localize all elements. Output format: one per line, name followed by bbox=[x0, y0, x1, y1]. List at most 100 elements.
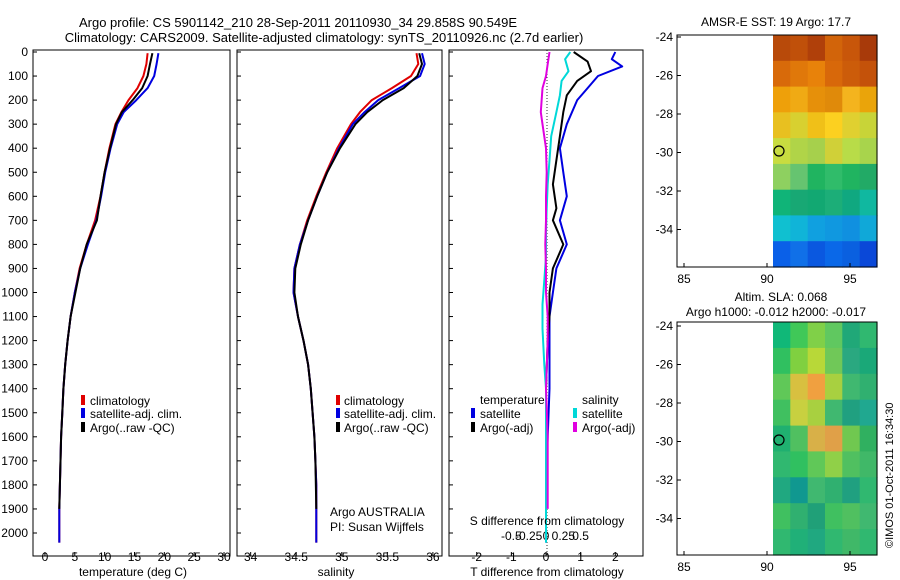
map-cell bbox=[773, 241, 791, 268]
map-cell bbox=[773, 373, 791, 401]
sla-map-title-line2: Argo h1000: -0.012 h2000: -0.017 bbox=[686, 305, 866, 319]
y-tick-label: 700 bbox=[8, 213, 28, 227]
y-tick-label: 1800 bbox=[1, 478, 28, 492]
map-cell bbox=[825, 241, 843, 268]
map-cell bbox=[842, 163, 861, 191]
top-x-tick-label: 0.25 bbox=[552, 529, 576, 543]
map-cell bbox=[859, 189, 878, 217]
argo-position-marker bbox=[773, 145, 785, 157]
map-cell bbox=[773, 477, 791, 504]
map-cell bbox=[773, 399, 791, 427]
map-cell bbox=[842, 373, 861, 401]
legend-t-satellite-swatch bbox=[471, 408, 475, 418]
map-cell bbox=[859, 138, 878, 165]
x-tick-label: -1 bbox=[506, 550, 517, 564]
x-tick-label: 34.5 bbox=[285, 550, 309, 564]
y-tick-label: 1700 bbox=[1, 454, 28, 468]
legend-argo-swatch bbox=[336, 422, 340, 432]
y-tick-label: 1300 bbox=[1, 358, 28, 372]
x-tick-label: 5 bbox=[71, 550, 78, 564]
map-cell bbox=[842, 529, 861, 556]
x-tick-label: 35.5 bbox=[376, 550, 400, 564]
x-tick-label: -2 bbox=[471, 550, 482, 564]
map-cell bbox=[790, 373, 809, 401]
map-cell bbox=[773, 215, 791, 242]
map-cell bbox=[790, 189, 809, 217]
sst-map-frame bbox=[676, 34, 878, 268]
map-cell bbox=[859, 163, 878, 191]
map-cell bbox=[825, 35, 843, 62]
map-cell bbox=[859, 322, 878, 349]
map-cell bbox=[807, 60, 826, 88]
top-x-tick-label: -0.25 bbox=[515, 529, 543, 543]
legend-argo-label: Argo(..raw -QC) bbox=[344, 421, 429, 435]
map-cell bbox=[859, 503, 878, 530]
lat-tick-label: -30 bbox=[656, 435, 674, 449]
y-tick-label: 1500 bbox=[1, 406, 28, 420]
y-tick-label: 900 bbox=[8, 261, 28, 275]
lon-tick-label: 85 bbox=[677, 272, 691, 286]
map-cell bbox=[859, 399, 878, 427]
map-cell bbox=[790, 322, 809, 349]
map-cell bbox=[859, 347, 878, 375]
legend-salinity-title: salinity bbox=[582, 393, 619, 407]
map-cell bbox=[825, 215, 843, 242]
y-tick-label: 200 bbox=[8, 93, 28, 107]
map-cell bbox=[825, 189, 843, 217]
float-pi-note: PI: Susan Wijffels bbox=[330, 520, 424, 534]
temperature-panel: 0100200300400500600700800900100011001200… bbox=[1, 45, 231, 579]
map-cell bbox=[773, 86, 791, 113]
float-program-note: Argo AUSTRALIA bbox=[330, 505, 425, 519]
map-cell bbox=[807, 451, 826, 478]
y-tick-label: 800 bbox=[8, 237, 28, 251]
legend-t-argo-swatch bbox=[471, 422, 475, 432]
lat-tick-label: -24 bbox=[656, 30, 674, 44]
map-cell bbox=[842, 35, 861, 62]
x-tick-label: 35 bbox=[335, 550, 349, 564]
difference-xlabel: T difference from climatology bbox=[470, 565, 624, 579]
lat-tick-label: -28 bbox=[656, 107, 674, 121]
legend-t-satellite-label: satellite bbox=[480, 407, 521, 421]
map-cell bbox=[825, 86, 843, 113]
lat-tick-label: -26 bbox=[656, 69, 674, 83]
map-cell bbox=[773, 35, 791, 62]
map-cell bbox=[790, 477, 809, 504]
y-tick-label: 300 bbox=[8, 117, 28, 131]
map-cell bbox=[842, 86, 861, 113]
sla-map-frame bbox=[676, 321, 878, 556]
salinity-ticks: 34 34.5 35 35.5 36 bbox=[237, 51, 440, 564]
sst-map-ticks: -24 -26 -28 -30 -32 -34 85 90 95 bbox=[656, 30, 857, 286]
map-cell bbox=[825, 503, 843, 530]
map-cell bbox=[825, 60, 843, 88]
map-cell bbox=[807, 86, 826, 113]
map-cell bbox=[790, 35, 809, 62]
map-cell bbox=[842, 322, 861, 349]
legend-climatology-swatch bbox=[336, 395, 340, 405]
y-tick-label: 1600 bbox=[1, 430, 28, 444]
top-x-tick-label: 0.5 bbox=[572, 529, 589, 543]
map-cell bbox=[842, 215, 861, 242]
map-cell bbox=[859, 35, 878, 62]
map-cell bbox=[773, 451, 791, 478]
y-tick-label: 400 bbox=[8, 141, 28, 155]
x-tick-label: 1 bbox=[577, 550, 584, 564]
map-cell bbox=[842, 347, 861, 375]
temperature-ticks: 0100200300400500600700800900100011001200… bbox=[1, 45, 231, 564]
map-cell bbox=[790, 425, 809, 453]
legend-s-argo-label: Argo(-adj) bbox=[582, 421, 635, 435]
map-cell bbox=[859, 241, 878, 268]
map-cell bbox=[825, 529, 843, 556]
map-cell bbox=[825, 322, 843, 349]
map-cell bbox=[790, 347, 809, 375]
map-cell bbox=[773, 425, 791, 453]
legend-s-argo-swatch bbox=[573, 422, 577, 432]
map-cell bbox=[790, 215, 809, 242]
map-cell bbox=[859, 425, 878, 453]
map-cell bbox=[807, 112, 826, 139]
map-cell bbox=[859, 373, 878, 401]
series-line-argo-raw-qc- bbox=[58, 52, 154, 509]
lat-tick-label: -34 bbox=[656, 223, 674, 237]
map-cell bbox=[790, 451, 809, 478]
y-tick-label: 600 bbox=[8, 189, 28, 203]
